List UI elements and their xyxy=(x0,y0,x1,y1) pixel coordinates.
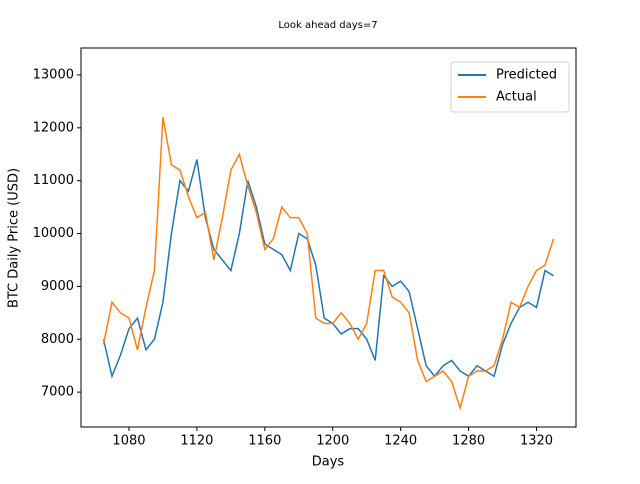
data-line xyxy=(102,159,554,379)
x-tick-label: 1160 xyxy=(248,434,281,449)
plot-frame xyxy=(80,47,577,428)
y-tick-label: 9000 xyxy=(41,279,74,294)
y-tick-label: 13000 xyxy=(33,67,74,82)
y-tick-label: 8000 xyxy=(41,332,74,347)
x-tick-label: 1120 xyxy=(180,434,213,449)
x-tick-label: 1200 xyxy=(316,434,349,449)
y-tick-label: 12000 xyxy=(33,120,74,135)
x-axis-label: Days xyxy=(312,455,345,470)
y-tick-label: 11000 xyxy=(33,173,74,188)
chart-title: Look ahead days=7 xyxy=(278,20,377,31)
legend-label: Predicted xyxy=(496,68,557,83)
x-tick-label: 1240 xyxy=(384,434,417,449)
x-tick-label: 1280 xyxy=(452,434,485,449)
y-axis-label: BTC Daily Price (USD) xyxy=(7,168,22,308)
y-tick-label: 10000 xyxy=(33,226,74,241)
x-tick-label: 1080 xyxy=(112,434,145,449)
legend-label: Actual xyxy=(496,90,537,105)
y-tick-label: 7000 xyxy=(41,385,74,400)
x-tick-label: 1320 xyxy=(520,434,553,449)
data-line xyxy=(102,117,555,411)
